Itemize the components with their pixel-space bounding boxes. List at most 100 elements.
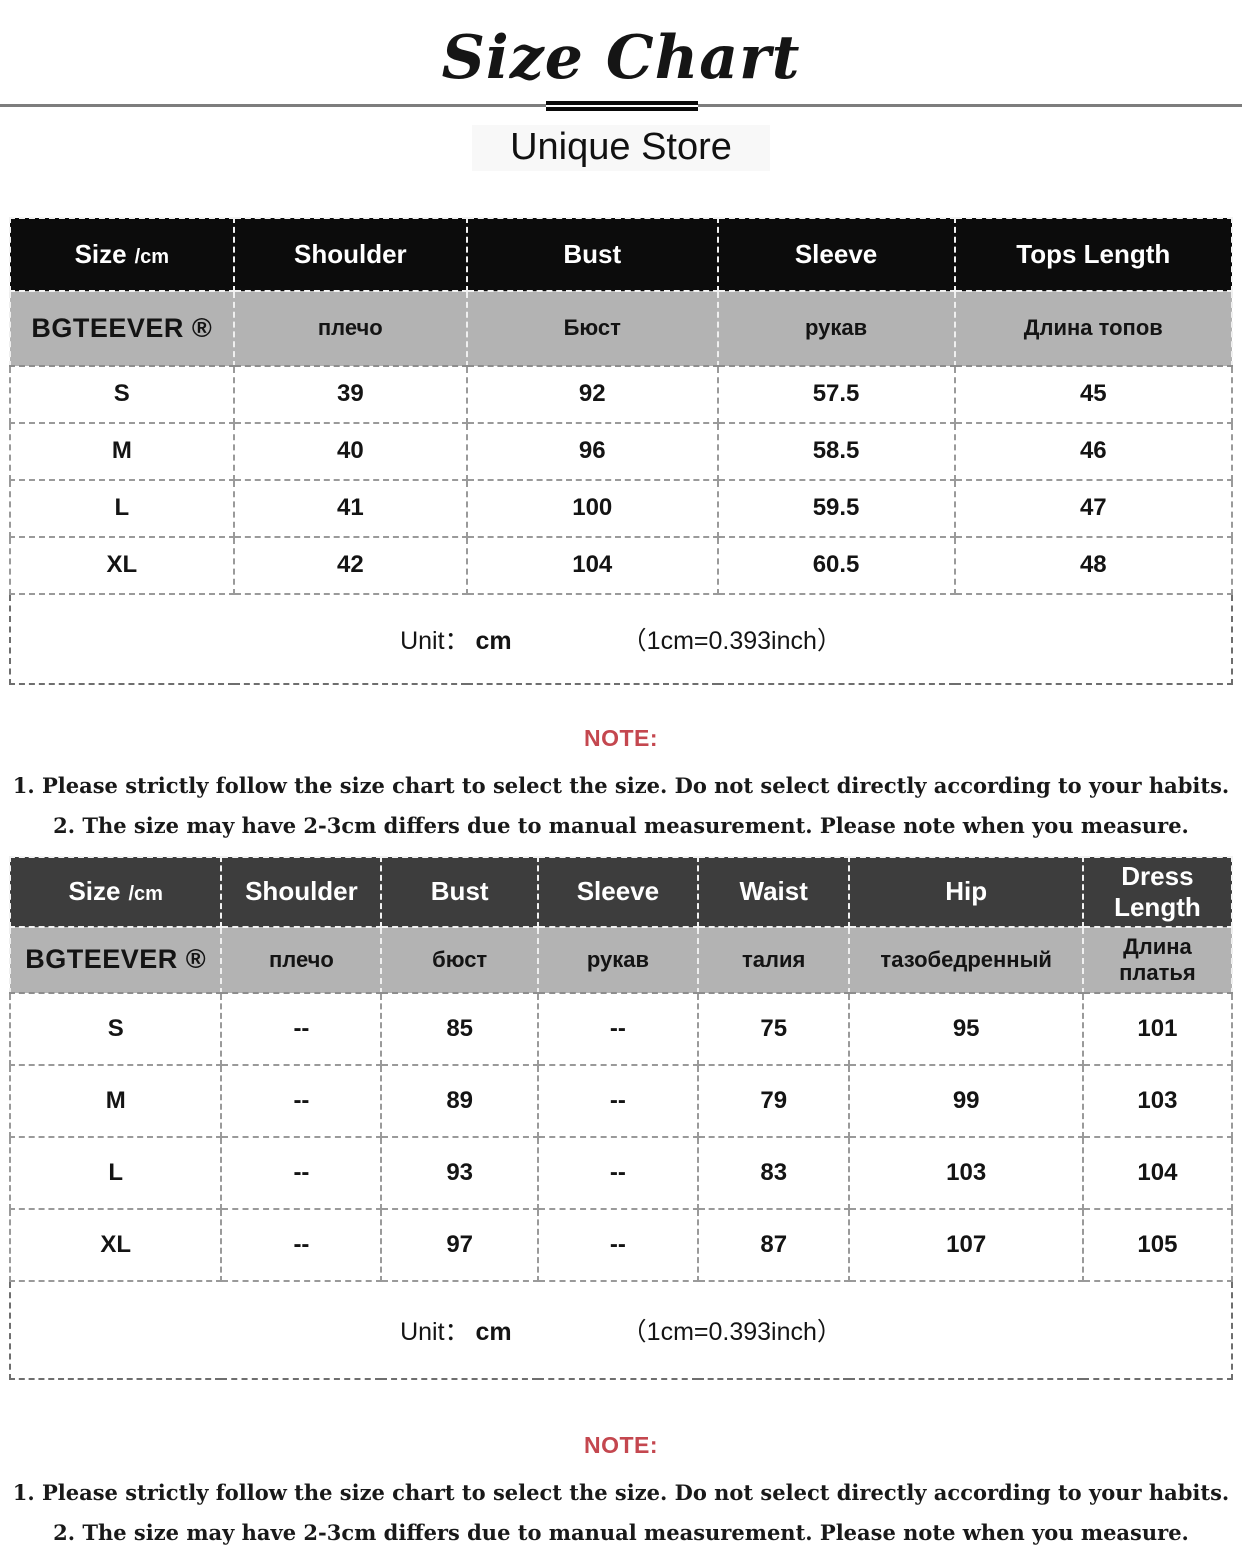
size-cell: S: [9, 364, 235, 424]
t1-header-cell-size: Size/cm: [9, 216, 235, 292]
value-cell: 45: [953, 364, 1234, 424]
note-label: NOTE:: [583, 724, 659, 751]
t1-translation-sleeve: рукав: [716, 290, 956, 367]
t1-row-s: S 39 92 57.5 45: [9, 364, 1234, 424]
t2-row-xl: XL -- 97 -- 87 107 105: [8, 1207, 1234, 1282]
size-cell: XL: [8, 1207, 223, 1282]
t2-translation-bust: бюст: [380, 926, 539, 994]
unit-value: cm: [475, 1317, 512, 1346]
value-cell: 99: [848, 1063, 1084, 1138]
t1-row-m: M 40 96 58.5 46: [9, 421, 1234, 481]
t2-header-row: Size/cm Shoulder Bust Sleeve Waist Hip D…: [8, 855, 1234, 928]
value-cell: 75: [696, 991, 851, 1066]
unit-value: cm: [475, 626, 512, 655]
note-line-2: 2. The size may have 2-3cm differs due t…: [53, 1519, 1189, 1545]
value-cell: 60.5: [716, 535, 956, 595]
value-cell: 59.5: [716, 478, 956, 538]
value-cell: --: [536, 1135, 699, 1210]
t1-translation-shoulder: плечо: [232, 290, 469, 367]
t2-header-cell-size: Size/cm: [8, 855, 223, 928]
value-cell: 41: [232, 478, 469, 538]
value-cell: 58.5: [716, 421, 956, 481]
value-cell: 46: [953, 421, 1234, 481]
value-cell: 103: [848, 1135, 1084, 1210]
value-cell: 42: [232, 535, 469, 595]
value-cell: --: [220, 991, 383, 1066]
value-cell: 93: [380, 1135, 539, 1210]
value-cell: --: [536, 991, 699, 1066]
t1-translation-tops-length: Длина топов: [953, 290, 1234, 367]
value-cell: 95: [848, 991, 1084, 1066]
store-name: Unique Store: [472, 125, 770, 171]
value-cell: 48: [953, 535, 1234, 595]
t2-row-s: S -- 85 -- 75 95 101: [8, 991, 1234, 1066]
value-cell: 83: [696, 1135, 851, 1210]
value-cell: --: [220, 1207, 383, 1282]
header-block: Size Chart Unique Store: [0, 0, 1242, 171]
t2-brand-row: BGTEEVER ® плечо бюст рукав талия тазобе…: [8, 926, 1234, 994]
note-section-2: NOTE: 1. Please strictly follow the size…: [0, 1432, 1242, 1563]
t1-header-cell-tops-length: Tops Length: [953, 216, 1234, 292]
unit-conversion: （1cm=0.393inch）: [621, 626, 842, 655]
note-label: NOTE:: [583, 1431, 659, 1458]
value-cell: 47: [953, 478, 1234, 538]
size-cell: M: [9, 421, 235, 481]
t1-row-l: L 41 100 59.5 47: [9, 478, 1234, 538]
value-cell: 57.5: [716, 364, 956, 424]
t1-header-cell-bust: Bust: [466, 216, 719, 292]
t1-header-row: Size/cm Shoulder Bust Sleeve Tops Length: [9, 216, 1234, 292]
unit-label: Unit：: [400, 1317, 470, 1346]
t2-header-cell-hip: Hip: [848, 855, 1084, 928]
value-cell: 104: [466, 535, 719, 595]
t1-translation-bust: Бюст: [466, 290, 719, 367]
t1-header-cell-sleeve: Sleeve: [716, 216, 956, 292]
value-cell: 105: [1081, 1207, 1234, 1282]
size-cell: L: [9, 478, 235, 538]
size-cell: S: [8, 991, 223, 1066]
value-cell: 97: [380, 1207, 539, 1282]
t2-unit-cell: Unit： cm （1cm=0.393inch）: [10, 1279, 1232, 1379]
t1-brand-cell: BGTEEVER ®: [9, 290, 235, 367]
value-cell: 79: [696, 1063, 851, 1138]
value-cell: --: [536, 1207, 699, 1282]
divider-double-line: [546, 101, 698, 111]
t1-row-xl: XL 42 104 60.5 48: [9, 535, 1234, 595]
t2-unit-row: Unit： cm （1cm=0.393inch）: [10, 1279, 1232, 1379]
t1-header-cell-shoulder: Shoulder: [232, 216, 469, 292]
size-cell: XL: [9, 535, 235, 595]
t2-translation-hip: тазобедренный: [848, 926, 1084, 994]
t2-header-cell-sleeve: Sleeve: [536, 855, 699, 928]
value-cell: 103: [1081, 1063, 1234, 1138]
t2-translation-dress-length: Длина платья: [1081, 926, 1234, 994]
t2-translation-sleeve: рукав: [536, 926, 699, 994]
value-cell: 100: [466, 478, 719, 538]
value-cell: 101: [1081, 991, 1234, 1066]
unit-conversion: （1cm=0.393inch）: [621, 1317, 842, 1346]
t2-header-cell-dress-length: Dress Length: [1081, 855, 1234, 928]
value-cell: 87: [696, 1207, 851, 1282]
t2-header-cell-shoulder: Shoulder: [220, 855, 383, 928]
t2-row-l: L -- 93 -- 83 103 104: [8, 1135, 1234, 1210]
tops-size-table: Size/cm Shoulder Bust Sleeve Tops Length…: [9, 216, 1234, 685]
unit-label: Unit：: [400, 626, 470, 655]
t2-header-cell-waist: Waist: [696, 855, 851, 928]
page-title: Size Chart: [441, 23, 801, 93]
value-cell: 85: [380, 991, 539, 1066]
t1-unit-cell: Unit： cm （1cm=0.393inch）: [10, 592, 1232, 684]
value-cell: 96: [466, 421, 719, 481]
t2-translation-waist: талия: [696, 926, 851, 994]
value-cell: 40: [232, 421, 469, 481]
t2-header-cell-bust: Bust: [380, 855, 539, 928]
value-cell: 39: [232, 364, 469, 424]
t1-unit-row: Unit： cm （1cm=0.393inch）: [10, 592, 1232, 684]
size-cell: L: [8, 1135, 223, 1210]
title-divider: [0, 101, 1242, 111]
value-cell: --: [220, 1063, 383, 1138]
note-line-1: 1. Please strictly follow the size chart…: [12, 1479, 1230, 1505]
value-cell: --: [536, 1063, 699, 1138]
t2-row-m: M -- 89 -- 79 99 103: [8, 1063, 1234, 1138]
note-line-2: 2. The size may have 2-3cm differs due t…: [53, 812, 1189, 838]
dress-size-table: Size/cm Shoulder Bust Sleeve Waist Hip D…: [8, 855, 1234, 1380]
t1-brand-row: BGTEEVER ® плечо Бюст рукав Длина топов: [9, 290, 1234, 367]
